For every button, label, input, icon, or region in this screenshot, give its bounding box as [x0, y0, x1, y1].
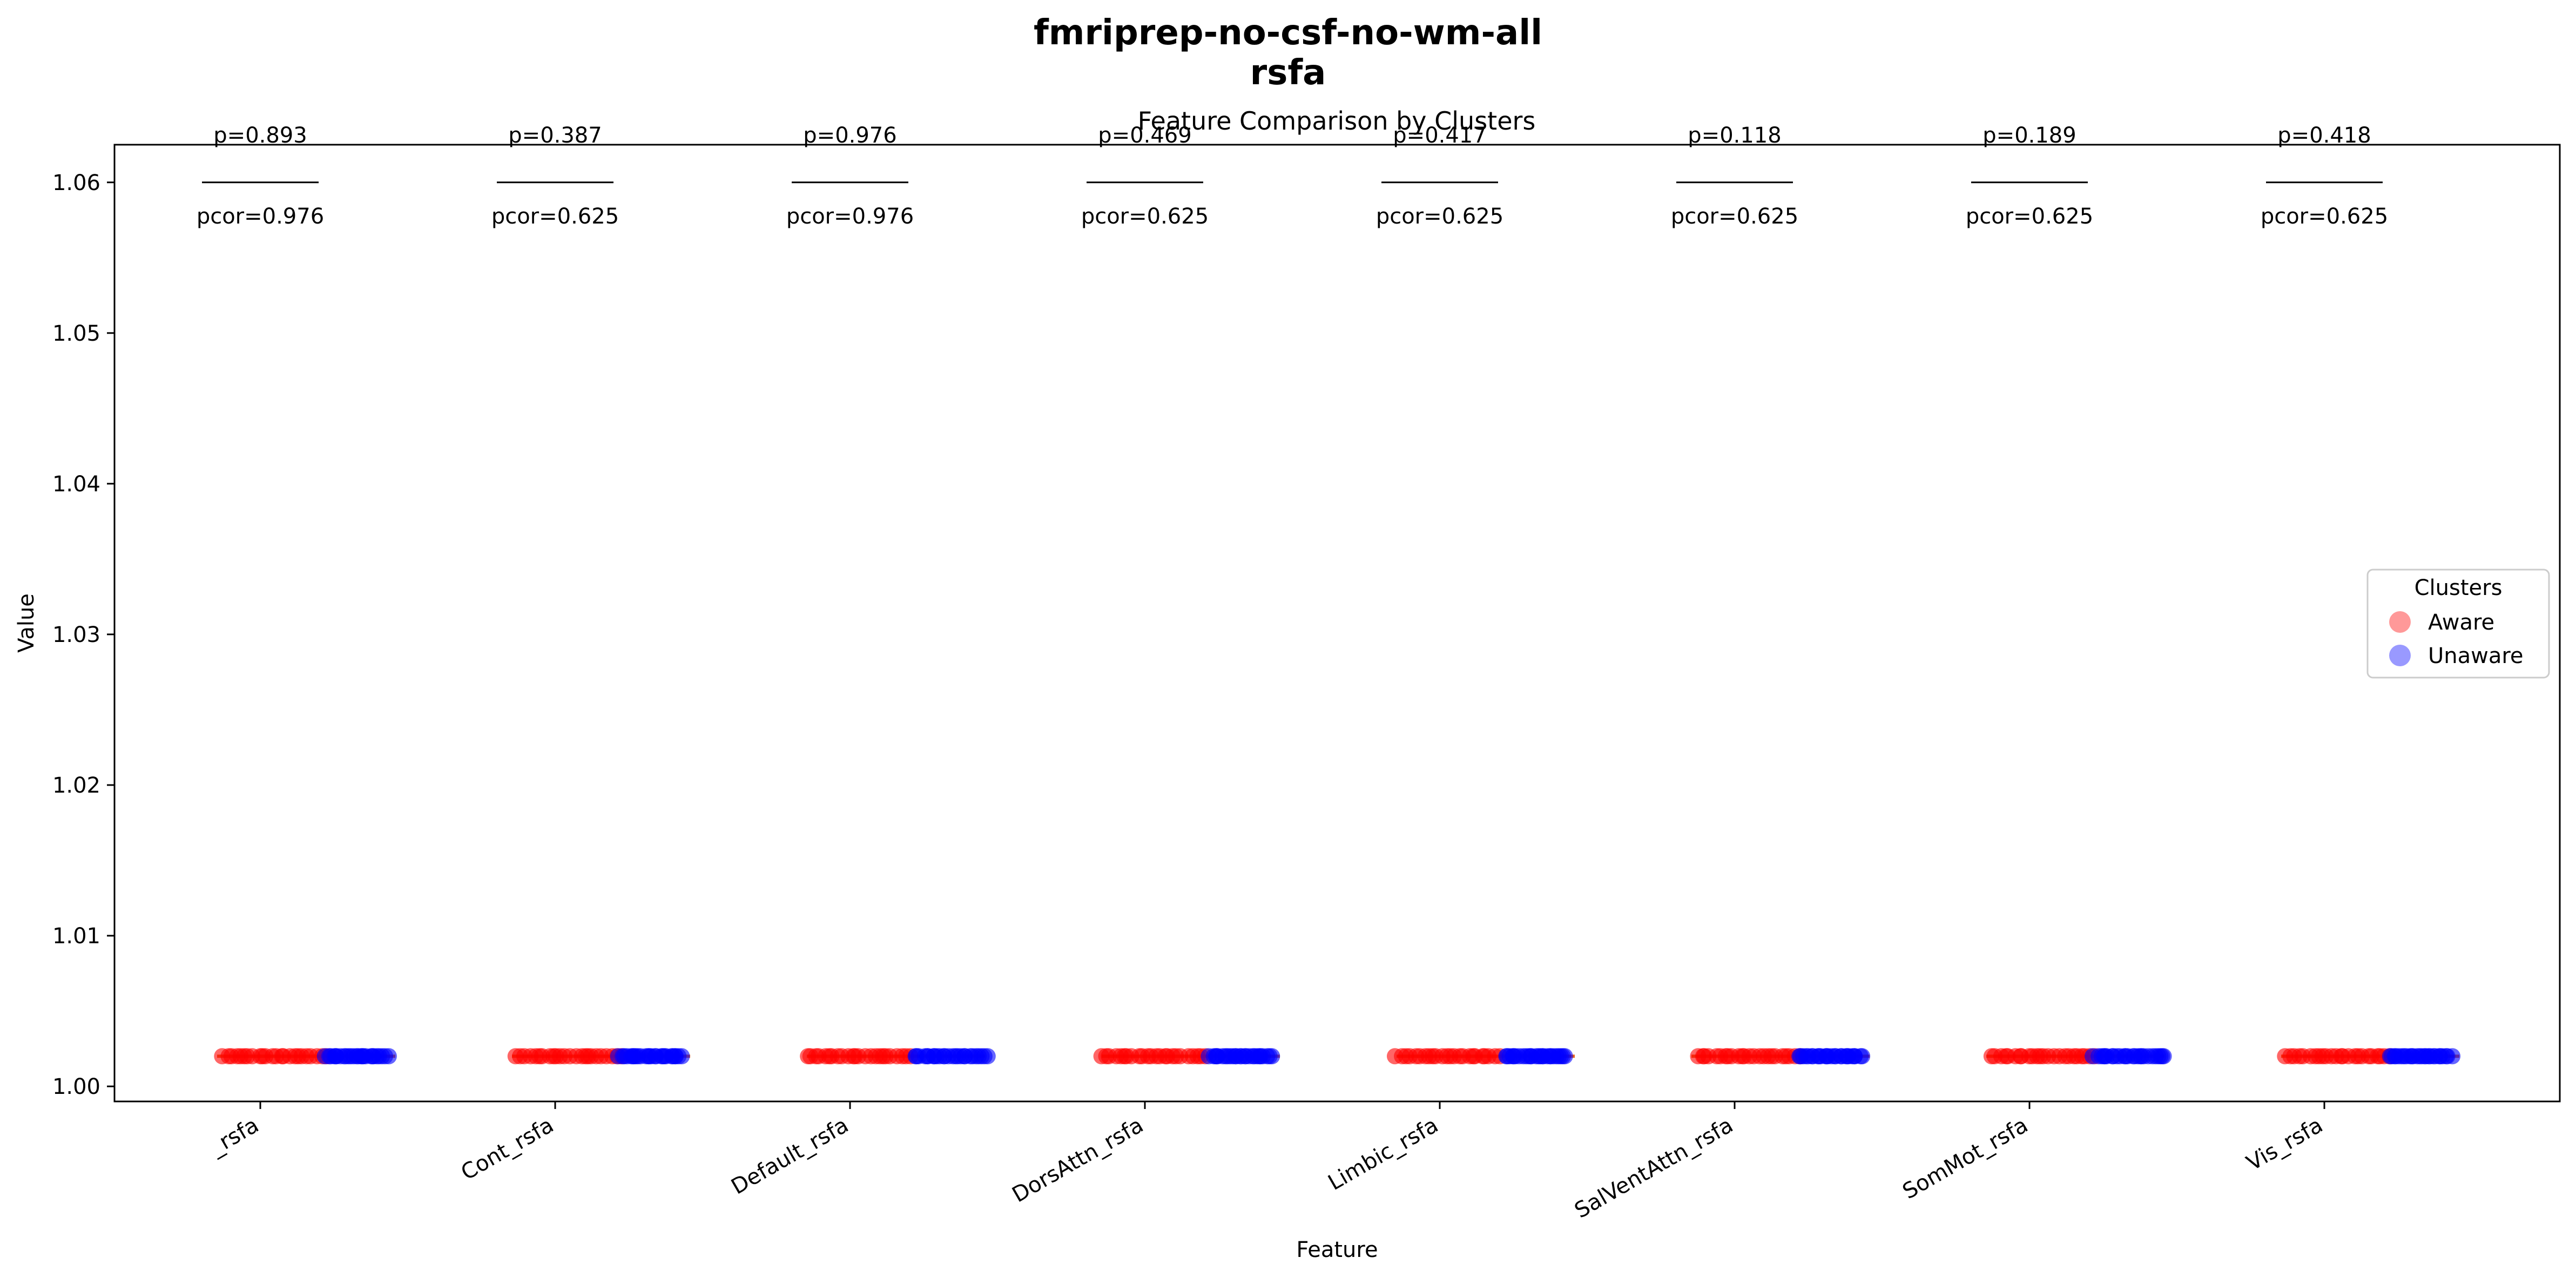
- pcor-value-label: pcor=0.625: [1081, 204, 1209, 229]
- y-tick-label: 1.00: [52, 1074, 100, 1099]
- p-value-label: p=0.387: [508, 123, 602, 148]
- data-point-unaware: [2444, 1048, 2461, 1065]
- legend-title: Clusters: [2415, 576, 2503, 600]
- p-value-label: p=0.976: [803, 123, 896, 148]
- x-tick-label: Vis_rsfa: [2242, 1113, 2327, 1176]
- p-value-label: p=0.189: [1982, 123, 2076, 148]
- data-point-unaware: [2155, 1048, 2172, 1065]
- data-point-unaware: [979, 1048, 996, 1065]
- legend: Clusters Aware Unaware: [2366, 569, 2550, 679]
- p-value-label: p=0.417: [1393, 123, 1486, 148]
- pcor-value-label: pcor=0.976: [786, 204, 914, 229]
- legend-marker-unaware: [2389, 645, 2411, 666]
- pcor-value-label: pcor=0.625: [491, 204, 619, 229]
- data-point-unaware: [673, 1048, 690, 1065]
- y-tick-label: 1.04: [52, 472, 100, 497]
- pcor-value-label: pcor=0.625: [1671, 204, 1798, 229]
- p-value-label: p=0.893: [213, 123, 307, 148]
- legend-box: [2366, 569, 2550, 679]
- x-axis-label: Feature: [1296, 1238, 1378, 1262]
- figure-title-line2: rsfa: [1250, 53, 1326, 93]
- plot-frame: [113, 144, 2561, 1103]
- y-tick-label: 1.05: [52, 321, 100, 346]
- pcor-value-label: pcor=0.976: [197, 204, 324, 229]
- legend-label-aware: Aware: [2428, 610, 2494, 635]
- data-point-unaware: [1264, 1048, 1280, 1065]
- data-point-unaware: [1556, 1048, 1573, 1065]
- p-value-label: p=0.118: [1688, 123, 1781, 148]
- x-tick-label: DorsAttn_rsfa: [1008, 1113, 1148, 1208]
- y-tick-label: 1.02: [52, 773, 100, 798]
- pcor-value-label: pcor=0.625: [1376, 204, 1503, 229]
- pcor-value-label: pcor=0.625: [2261, 204, 2388, 229]
- data-point-unaware: [1854, 1048, 1871, 1065]
- y-tick-label: 1.01: [52, 924, 100, 949]
- x-tick-label: SalVentAttn_rsfa: [1570, 1113, 1737, 1223]
- y-tick-label: 1.06: [52, 171, 100, 195]
- p-value-label: p=0.469: [1098, 123, 1191, 148]
- x-tick-label: Limbic_rsfa: [1324, 1113, 1442, 1195]
- y-tick-label: 1.03: [52, 623, 100, 647]
- legend-label-unaware: Unaware: [2428, 644, 2524, 668]
- chart-title: Feature Comparison by Clusters: [1138, 106, 1536, 136]
- x-tick-label: Cont_rsfa: [457, 1113, 558, 1186]
- figure-title-line1: fmriprep-no-csf-no-wm-all: [1034, 13, 1542, 53]
- x-tick-label: Default_rsfa: [727, 1113, 853, 1200]
- x-tick-label: _rsfa: [205, 1113, 263, 1160]
- pcor-value-label: pcor=0.625: [1966, 204, 2093, 229]
- p-value-label: p=0.418: [2277, 123, 2371, 148]
- y-axis-label: Value: [14, 593, 39, 653]
- data-point-unaware: [380, 1048, 397, 1065]
- legend-marker-aware: [2389, 611, 2411, 633]
- x-tick-label: SomMot_rsfa: [1898, 1113, 2032, 1205]
